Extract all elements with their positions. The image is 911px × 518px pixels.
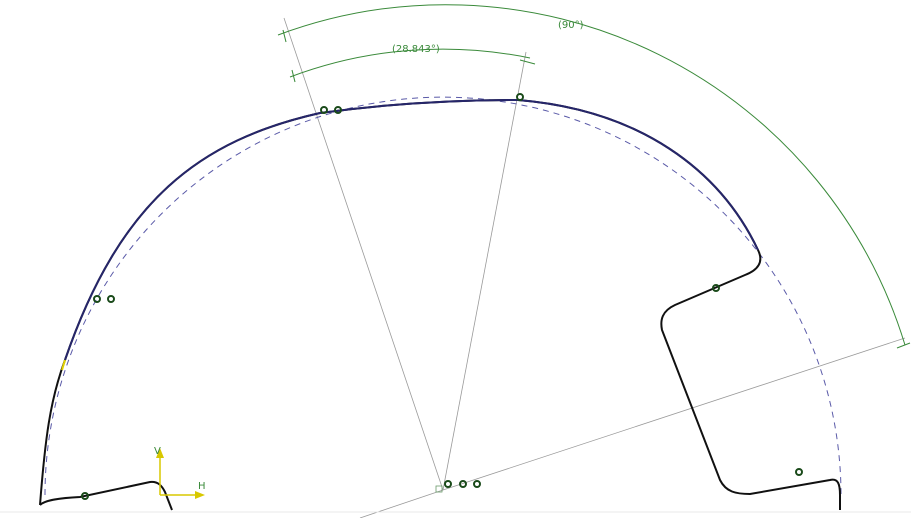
constraint-marker bbox=[107, 295, 115, 303]
constraint-marker bbox=[459, 480, 467, 488]
axis-indicator: V H bbox=[154, 446, 206, 499]
constraint-marker bbox=[81, 492, 89, 500]
construction-line bbox=[359, 489, 444, 518]
constraint-marker bbox=[473, 480, 481, 488]
arc-segment bbox=[64, 98, 759, 361]
construction-line bbox=[283, 17, 444, 491]
constraint-marker bbox=[516, 93, 524, 101]
arrow bbox=[195, 491, 205, 499]
axis-label: H bbox=[198, 481, 206, 492]
construction-line bbox=[442, 51, 527, 491]
constraint-marker bbox=[712, 284, 720, 292]
dimension-tick bbox=[282, 29, 287, 43]
constraint-marker bbox=[444, 480, 452, 488]
dimension-tick bbox=[519, 59, 536, 65]
axis-label: V bbox=[154, 446, 161, 457]
dimension-label: (90°) bbox=[558, 20, 584, 31]
profile-outline bbox=[39, 480, 173, 511]
dimension-tick bbox=[291, 69, 296, 83]
dimension-arc bbox=[277, 4, 906, 346]
constraint-marker bbox=[93, 295, 101, 303]
constraint-marker bbox=[795, 468, 803, 476]
construction-line bbox=[442, 337, 906, 491]
dimensions bbox=[277, 4, 911, 349]
constraint-marker bbox=[334, 106, 342, 114]
perpendicular-marker bbox=[435, 485, 443, 493]
construction-lines bbox=[283, 17, 906, 518]
constraint-marker bbox=[320, 106, 328, 114]
dimension-tick bbox=[896, 342, 911, 349]
dimension-label: (28.843°) bbox=[392, 44, 440, 55]
arrow bbox=[156, 448, 164, 458]
constraints bbox=[81, 93, 803, 500]
selected-segment bbox=[61, 359, 66, 371]
dimension-arc bbox=[289, 48, 531, 78]
